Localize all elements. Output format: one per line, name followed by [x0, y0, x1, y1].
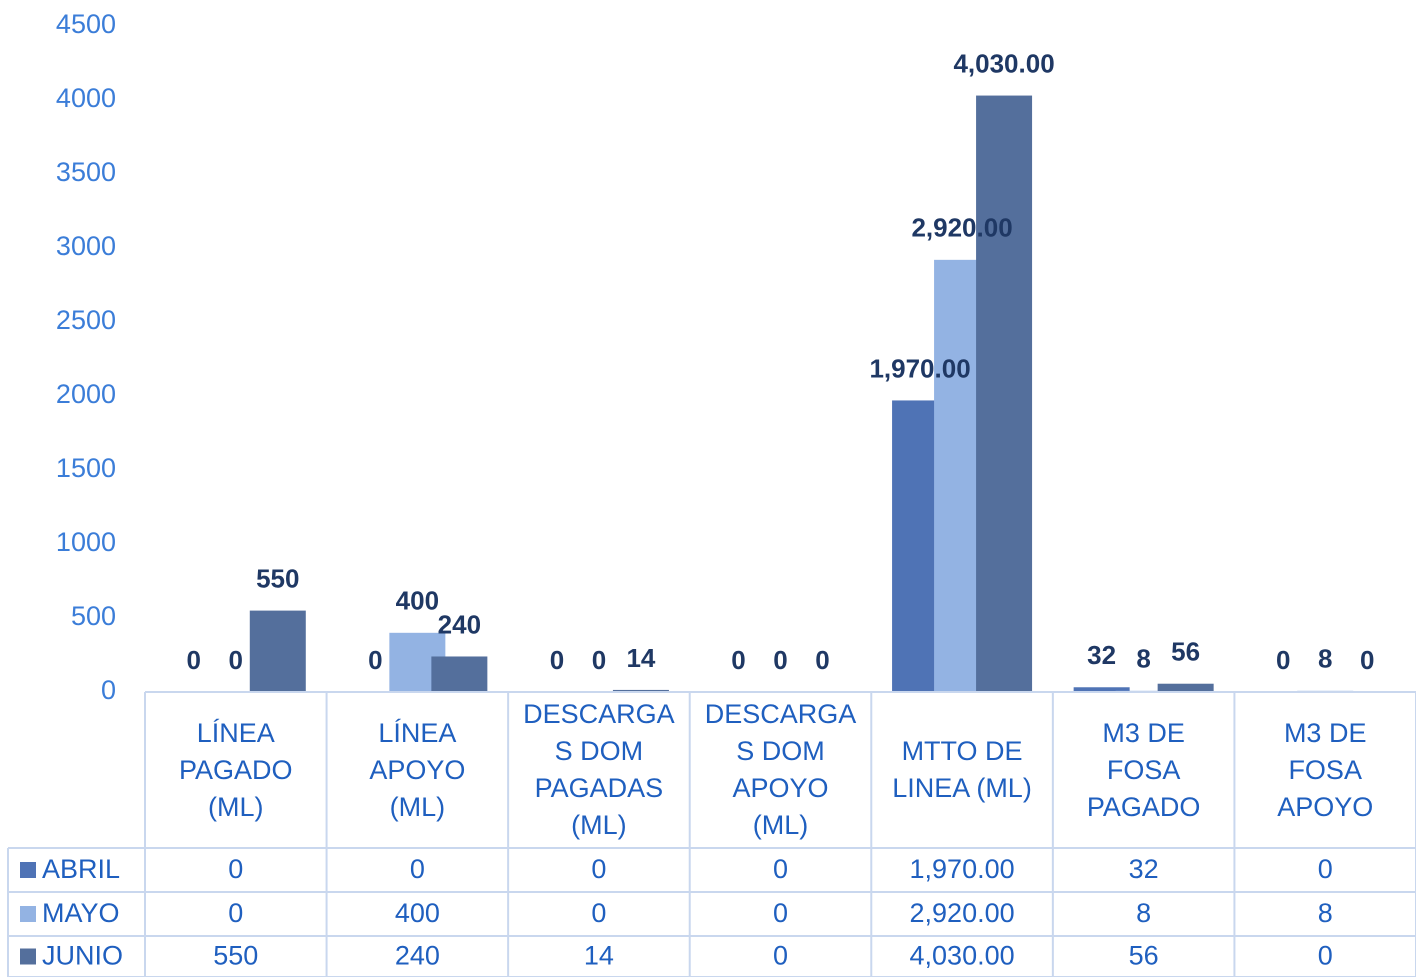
- data-label: 400: [396, 586, 439, 616]
- legend-label: ABRIL: [42, 854, 120, 884]
- table-cell: 8: [1136, 898, 1151, 928]
- data-label: 0: [815, 645, 829, 675]
- data-label: 550: [256, 563, 299, 593]
- x-tick-label: LÍNEA APOYO (ML): [369, 717, 466, 822]
- data-label: 4,030.00: [953, 48, 1054, 78]
- legend-label: JUNIO: [42, 941, 123, 971]
- x-tick-label: LÍNEA PAGADO (ML): [179, 717, 293, 822]
- table-cell: 0: [773, 941, 788, 971]
- data-label: 8: [1136, 644, 1150, 674]
- table-cell: 4,030.00: [910, 941, 1015, 971]
- legend-label: MAYO: [42, 898, 120, 928]
- data-label: 0: [731, 645, 745, 675]
- y-tick-label: 500: [71, 601, 116, 631]
- data-label: 0: [1276, 645, 1290, 675]
- table-cell: 0: [1318, 854, 1333, 884]
- legend-swatch: [20, 948, 36, 965]
- bar: [249, 610, 306, 692]
- y-tick-label: 2500: [56, 305, 116, 335]
- table-cell: 240: [395, 941, 440, 971]
- data-label: 0: [1360, 645, 1374, 675]
- x-tick-label: MTTO DE LINEA (ML): [892, 736, 1032, 803]
- y-tick-label: 4000: [56, 83, 116, 113]
- bar: [976, 95, 1033, 692]
- bar: [612, 689, 669, 692]
- table-cell: 14: [584, 941, 614, 971]
- table-cell: 0: [773, 898, 788, 928]
- data-label: 0: [229, 645, 243, 675]
- data-label: 0: [368, 645, 382, 675]
- table-cell: 0: [773, 854, 788, 884]
- x-tick-label: M3 DE FOSA PAGADO: [1086, 717, 1201, 822]
- table-cell: 0: [228, 898, 243, 928]
- legend-swatch: [20, 906, 36, 922]
- data-label: 0: [592, 645, 606, 675]
- y-tick-label: 1000: [56, 527, 116, 557]
- bar: [431, 656, 488, 692]
- table-cell: 0: [228, 854, 243, 884]
- y-tick-label: 3500: [56, 157, 116, 187]
- data-label: 240: [438, 609, 481, 639]
- table-cell: 550: [213, 941, 258, 971]
- x-tick-label: DESCARGAS DOM PAGADAS (ML): [523, 699, 675, 840]
- data-label: 0: [187, 645, 201, 675]
- data-label: 1,970.00: [869, 353, 970, 383]
- table-cell: 1,970.00: [910, 854, 1015, 884]
- y-tick-label: 1500: [56, 453, 116, 483]
- data-label: 2,920.00: [911, 213, 1012, 243]
- table-cell: 2,920.00: [910, 898, 1015, 928]
- y-tick-label: 2000: [56, 379, 116, 409]
- data-label: 0: [550, 645, 564, 675]
- y-tick-label: 0: [101, 675, 116, 705]
- table-cell: 400: [395, 898, 440, 928]
- data-label: 56: [1171, 637, 1200, 667]
- bar: [1073, 687, 1130, 692]
- data-label: 0: [773, 645, 787, 675]
- bar: [1157, 683, 1214, 692]
- table-cell: 0: [591, 898, 606, 928]
- data-label: 14: [626, 643, 655, 673]
- table-cell: 8: [1318, 898, 1333, 928]
- table-cell: 0: [410, 854, 425, 884]
- data-label: 8: [1318, 644, 1332, 674]
- table-cell: 56: [1129, 941, 1159, 971]
- x-tick-label: M3 DE FOSA APOYO: [1277, 717, 1374, 822]
- data-label: 32: [1087, 640, 1116, 670]
- x-tick-label: DESCARGAS DOM APOYO (ML): [704, 699, 857, 840]
- table-cell: 0: [591, 854, 606, 884]
- y-tick-label: 3000: [56, 231, 116, 261]
- table-cell: 0: [1318, 941, 1333, 971]
- y-tick-label: 4500: [56, 9, 116, 39]
- legend-swatch: [20, 862, 36, 878]
- table-cell: 32: [1129, 854, 1159, 884]
